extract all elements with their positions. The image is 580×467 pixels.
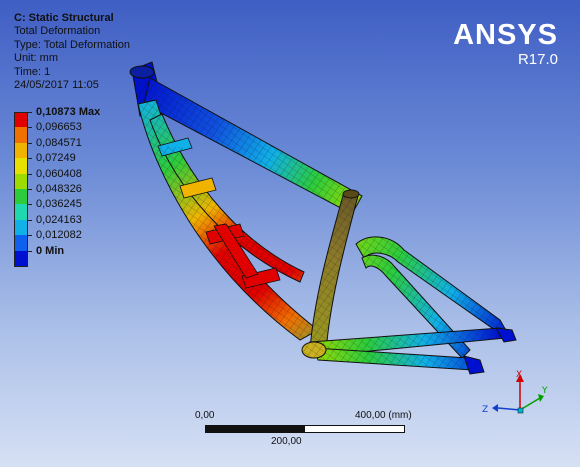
scale-right-label: 400,00 (mm) [355, 410, 412, 421]
logo-brand: ANSYS [453, 19, 558, 51]
scale-bar: 0,00 400,00 (mm) 200,00 [195, 410, 415, 450]
triad-y-label: Y [541, 386, 548, 396]
legend-color-swatch [14, 250, 28, 266]
down-tube-inner [149, 113, 305, 283]
legend-color-swatch [14, 204, 28, 220]
legend-label: 0,07249 [36, 152, 76, 165]
ansys-logo: ANSYS R17.0 [453, 20, 558, 69]
scale-bar-graphic [205, 425, 405, 433]
legend-label: 0 Min [36, 244, 65, 257]
legend-tick [28, 173, 32, 175]
result-timestamp: 24/05/2017 11:05 [14, 79, 99, 92]
legend-label: 0,10873 Max [36, 106, 101, 118]
triad-z-arrow-icon [492, 404, 498, 412]
legend-tick [28, 219, 32, 221]
axis-triad[interactable]: X Y Z [478, 368, 568, 428]
result-type: Type: Total Deformation [14, 38, 130, 51]
scale-middle-label: 200,00 [271, 436, 302, 447]
legend-color-swatch [14, 188, 28, 205]
legend-color-swatch [14, 173, 28, 189]
system-name: C: Static Structural [14, 12, 114, 24]
triad-y-axis [519, 397, 541, 411]
legend-label: 0,012082 [36, 229, 82, 242]
scale-left-label: 0,00 [195, 410, 215, 421]
bottom-bracket [301, 341, 327, 359]
gusset-braces [157, 137, 281, 289]
triad-z-label: Z [482, 405, 488, 415]
legend-label: 0,096653 [36, 121, 82, 134]
legend-tick [28, 188, 32, 190]
rear-dropouts [463, 327, 517, 375]
legend-tick [28, 127, 32, 129]
triad-x-label: X [516, 370, 522, 380]
legend-label: 0,036245 [36, 198, 82, 211]
triad-x-arrow-icon [516, 374, 524, 382]
result-unit: Unit: mm [14, 52, 58, 65]
legend-tick [28, 204, 32, 206]
legend-color-swatch [14, 235, 28, 251]
legend-color-swatch [14, 142, 28, 159]
legend-tick [28, 158, 32, 160]
legend-label: 0,060408 [36, 167, 82, 180]
result-time: Time: 1 [14, 65, 51, 78]
result-info-panel: C: Static Structural Total Deformation T… [14, 12, 130, 92]
triad-z-axis [497, 407, 521, 411]
logo-version: R17.0 [517, 51, 558, 68]
legend-tick [28, 235, 32, 237]
seat-tube [309, 189, 360, 353]
legend-label: 0,024163 [36, 213, 82, 226]
legend-label: 0,084571 [36, 136, 82, 149]
legend-tick [28, 142, 32, 144]
legend-color-swatch [14, 219, 28, 236]
legend-tick [28, 112, 32, 113]
triad-origin [517, 407, 524, 414]
triad-y-arrow-icon [538, 394, 544, 402]
result-name: Total Deformation [14, 25, 101, 38]
legend-color-swatch [14, 158, 28, 174]
legend-tick [28, 250, 32, 252]
legend-bottom-edge [14, 266, 28, 267]
legend-color-swatch [14, 112, 28, 128]
scale-bar-black-segment [206, 426, 305, 432]
legend-label: 0,048326 [36, 182, 82, 195]
legend-color-swatch [14, 127, 28, 143]
